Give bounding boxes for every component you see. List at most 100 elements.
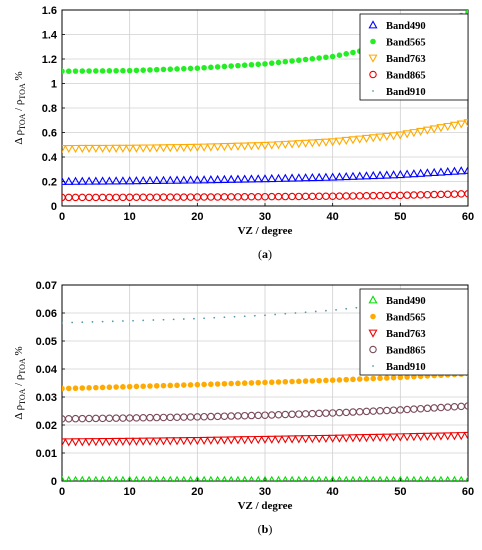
data-point — [72, 68, 79, 74]
data-point — [203, 317, 206, 320]
data-point — [336, 52, 343, 59]
data-point — [98, 144, 108, 154]
data-point — [147, 475, 153, 481]
data-point — [267, 141, 277, 150]
data-point — [309, 378, 316, 384]
data-point — [287, 173, 297, 182]
data-point — [213, 174, 223, 184]
data-point — [118, 437, 128, 447]
data-point — [322, 475, 329, 481]
data-point — [246, 436, 257, 445]
caption-close: ) — [268, 247, 272, 261]
data-point — [199, 143, 209, 152]
caption-letter: b — [262, 522, 269, 536]
x-tick-label: 30 — [259, 486, 271, 498]
data-point — [296, 378, 302, 385]
legend-label: Band490 — [386, 21, 426, 32]
y-label-sep: / ρ — [13, 374, 25, 389]
data-point — [84, 438, 94, 447]
data-point — [93, 68, 99, 74]
legend-label: Band910 — [386, 87, 426, 98]
data-point — [160, 475, 167, 481]
data-point — [456, 432, 466, 441]
data-point — [84, 144, 94, 154]
series-band565 — [62, 370, 468, 392]
y-tick-label: 0.4 — [42, 152, 58, 164]
data-point — [226, 142, 236, 152]
data-point — [287, 140, 297, 149]
data-point — [329, 475, 336, 481]
legend-marker — [368, 20, 378, 29]
y-axis-label: Δ ρTOA / ρTOA % — [13, 71, 27, 144]
data-point — [334, 137, 344, 146]
data-point — [280, 435, 290, 444]
data-point — [348, 434, 358, 443]
data-point — [145, 437, 155, 446]
data-point — [301, 435, 311, 444]
data-point — [356, 376, 363, 382]
data-point — [395, 433, 405, 442]
data-point — [431, 475, 438, 481]
legend-label: Band565 — [386, 313, 426, 324]
data-point — [307, 139, 317, 148]
data-point — [335, 308, 337, 311]
data-point — [165, 144, 175, 153]
data-point — [206, 436, 216, 445]
data-point — [213, 143, 223, 152]
data-point — [321, 138, 331, 147]
data-point — [348, 136, 358, 145]
data-point — [282, 475, 289, 481]
data-point — [214, 64, 221, 70]
data-point — [316, 55, 322, 61]
data-point — [62, 321, 63, 324]
data-point — [302, 56, 309, 63]
data-point — [62, 385, 65, 392]
data-point — [140, 475, 147, 481]
data-point — [356, 475, 363, 481]
data-point — [160, 382, 167, 389]
data-point — [86, 68, 92, 74]
data-point — [355, 135, 365, 144]
data-point — [295, 475, 302, 481]
y-tick-label: 0 — [51, 201, 57, 213]
data-point — [119, 475, 126, 481]
data-point — [314, 172, 324, 181]
data-point — [243, 315, 246, 318]
data-point — [172, 318, 175, 321]
data-point — [309, 475, 316, 481]
data-point — [147, 383, 153, 389]
data-point — [260, 141, 270, 151]
data-point — [343, 51, 350, 57]
data-point — [65, 475, 72, 481]
data-point — [273, 141, 284, 150]
data-point — [307, 435, 317, 444]
data-point — [294, 173, 304, 182]
caption-letter: a — [262, 247, 268, 261]
legend-label: Band490 — [386, 296, 426, 307]
data-point — [172, 437, 182, 446]
data-point — [152, 437, 162, 446]
data-point — [436, 167, 446, 176]
x-tick-label: 10 — [124, 211, 136, 223]
data-point — [444, 475, 451, 481]
data-point — [397, 475, 404, 481]
data-point — [131, 176, 141, 185]
data-point — [93, 384, 99, 391]
x-tick-label: 40 — [327, 486, 339, 498]
legend: Band490 Band565 Band763 Band865 Band910 — [359, 13, 469, 101]
data-point — [70, 144, 81, 154]
x-tick-label: 20 — [191, 211, 203, 223]
data-point — [255, 379, 262, 386]
data-point — [125, 176, 135, 185]
data-point — [273, 435, 284, 444]
data-point — [77, 144, 87, 154]
y-label-sub1: TOA — [18, 388, 27, 405]
data-point — [70, 176, 81, 185]
data-point — [296, 57, 302, 64]
data-point — [246, 142, 257, 151]
data-point — [91, 438, 101, 447]
data-point — [153, 475, 160, 481]
data-point — [416, 168, 426, 177]
data-point — [289, 58, 295, 64]
data-point — [125, 437, 135, 446]
